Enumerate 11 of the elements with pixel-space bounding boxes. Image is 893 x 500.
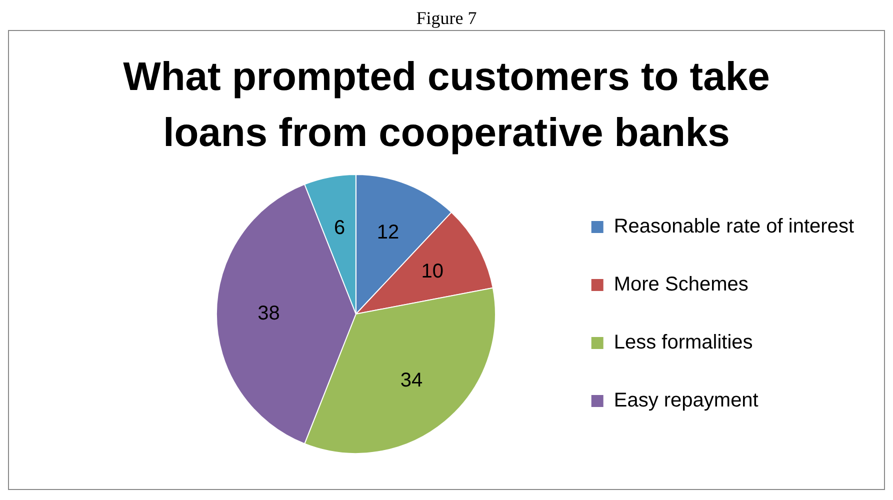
data-label: 34 — [400, 370, 423, 392]
chart-title: What prompted customers to take loans from cooperative banks — [122, 54, 771, 157]
legend-label: Easy repayment — [614, 390, 759, 412]
caption: Figure 7 — [415, 8, 478, 30]
data-label: 12 — [376, 221, 400, 244]
data-label: 6 — [334, 216, 346, 239]
data-label: 38 — [258, 302, 280, 325]
legend-label: Reasonable rate of interest — [614, 216, 854, 238]
legend-label: Less formalities — [614, 332, 753, 354]
data-label: 10 — [421, 260, 444, 283]
legend-label: More Schemes — [614, 274, 748, 296]
